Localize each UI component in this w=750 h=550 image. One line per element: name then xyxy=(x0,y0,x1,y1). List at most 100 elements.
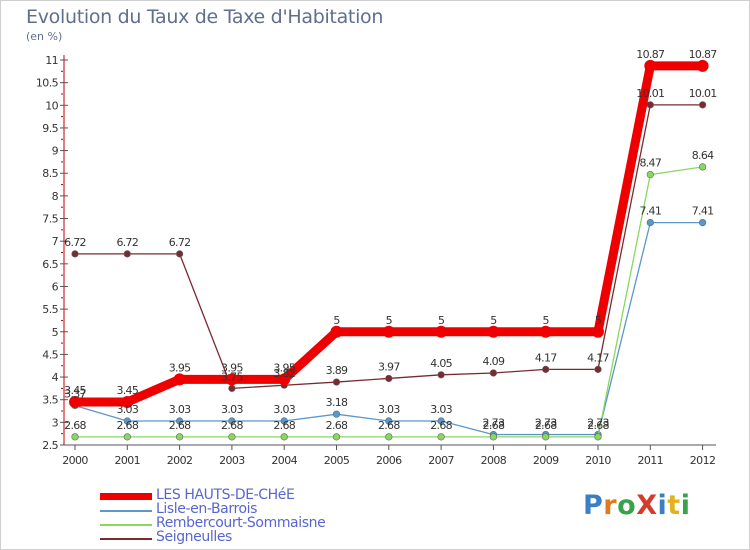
y-tick-label: 2.5 xyxy=(42,439,58,452)
data-point-les-hauts-de-chee xyxy=(696,59,709,72)
data-label-lisle-en-barrois: 2.73 xyxy=(535,417,557,430)
x-tick-label: 2010 xyxy=(585,454,611,467)
data-point-rembercourt-sommaisne xyxy=(646,170,654,179)
data-point-les-hauts-de-chee xyxy=(121,395,134,408)
y-tick-label: 3 xyxy=(52,416,59,429)
x-tick-label: 2011 xyxy=(637,454,663,467)
data-point-les-hauts-de-chee xyxy=(330,325,343,338)
x-tick-label: 2000 xyxy=(62,454,88,467)
logo-letter: X xyxy=(636,490,658,521)
y-tick-label: 8.5 xyxy=(42,167,58,180)
logo-letter: r xyxy=(603,490,618,521)
legend-label-les-hauts-de-chee: LES HAUTS-DE-CHéE xyxy=(156,487,295,503)
y-tick-label: 7.5 xyxy=(42,213,58,226)
data-label-lisle-en-barrois: 2.73 xyxy=(587,417,609,430)
proxiti-logo: ProXiti xyxy=(583,490,690,521)
data-label-rembercourt-sommaisne: 2.68 xyxy=(535,419,557,432)
data-label-lisle-en-barrois: 3.03 xyxy=(378,403,400,416)
data-point-lisle-en-barrois xyxy=(646,219,654,227)
data-point-lisle-en-barrois xyxy=(123,417,131,425)
data-point-les-hauts-de-chee xyxy=(487,325,500,338)
data-label-les-hauts-de-chee: 5 xyxy=(490,314,497,327)
data-label-les-hauts-de-chee: 5 xyxy=(438,314,445,327)
y-tick-label: 8 xyxy=(52,190,59,203)
x-tick-label: 2004 xyxy=(271,454,297,467)
y-tick-label: 10.5 xyxy=(36,77,59,90)
data-point-rembercourt-sommaisne xyxy=(489,433,498,441)
data-label-lisle-en-barrois: 2.73 xyxy=(483,417,505,430)
data-point-les-hauts-de-chee xyxy=(225,373,238,386)
y-tick-label: 6 xyxy=(52,280,59,293)
data-point-les-hauts-de-chee xyxy=(173,373,186,386)
data-label-rembercourt-sommaisne: 2.68 xyxy=(587,419,609,432)
data-label-rembercourt-sommaisne: 8.47 xyxy=(639,157,661,170)
data-point-rembercourt-sommaisne xyxy=(280,433,288,441)
chart-axes: 2.5 3 3.5 4 4.5 5 5.5 6 6.5 7 7.5 8 8.5 9 9.5 10 10.5 11 2… xyxy=(36,54,716,467)
legend-label-lisle-en-barrois: Lisle-en-Barrois xyxy=(156,501,258,517)
x-tick-label: 2001 xyxy=(114,454,140,467)
logo-letter: i xyxy=(657,490,668,521)
logo-letter: i xyxy=(680,490,691,521)
chart-data-labels: 3.45 3.45 3.95 3.95 3.95 5 5 5 5 5 5 10.87 10.87 3.37… xyxy=(64,48,718,432)
data-label-seigneulles: 3.97 xyxy=(378,360,400,373)
y-tick-label: 6.5 xyxy=(42,258,58,271)
y-tick-label: 7 xyxy=(52,235,59,248)
data-label-rembercourt-sommaisne: 8.64 xyxy=(692,149,714,162)
legend-swatch-seigneulles xyxy=(100,538,152,540)
chart-title: Evolution du Taux de Taxe d'Habitation xyxy=(26,6,384,28)
data-point-seigneulles xyxy=(437,371,445,379)
data-label-seigneulles: 4.09 xyxy=(483,355,505,368)
data-point-lisle-en-barrois xyxy=(698,219,707,227)
data-label-seigneulles: 6.72 xyxy=(169,236,191,249)
data-label-seigneulles: 3.89 xyxy=(326,364,348,377)
data-label-lisle-en-barrois: 3.03 xyxy=(430,403,452,416)
data-point-seigneulles xyxy=(176,250,184,258)
x-tick-label: 2002 xyxy=(167,454,193,467)
data-point-rembercourt-sommaisne xyxy=(594,433,602,441)
data-point-rembercourt-sommaisne xyxy=(228,433,236,441)
data-point-les-hauts-de-chee xyxy=(382,325,395,338)
data-point-seigneulles xyxy=(228,384,236,392)
data-label-les-hauts-de-chee: 3.95 xyxy=(273,361,295,374)
data-point-rembercourt-sommaisne xyxy=(332,433,341,441)
legend-swatch-les-hauts-de-chee xyxy=(100,493,152,500)
data-label-les-hauts-de-chee: 5 xyxy=(333,314,340,327)
data-point-rembercourt-sommaisne xyxy=(437,433,445,441)
data-point-rembercourt-sommaisne xyxy=(385,433,393,441)
logo-letter: o xyxy=(617,490,637,521)
data-point-lisle-en-barrois xyxy=(332,410,341,418)
data-label-les-hauts-de-chee: 5 xyxy=(386,314,393,327)
data-label-seigneulles: 3.82 xyxy=(273,367,295,380)
data-label-lisle-en-barrois: 3.03 xyxy=(169,403,191,416)
data-label-lisle-en-barrois: 7.41 xyxy=(639,205,661,218)
data-point-les-hauts-de-chee xyxy=(644,59,657,72)
data-point-lisle-en-barrois xyxy=(385,417,393,425)
data-point-seigneulles xyxy=(646,101,654,109)
data-label-seigneulles: 4.17 xyxy=(587,351,609,364)
data-label-les-hauts-de-chee: 10.87 xyxy=(689,48,718,61)
legend-label-rembercourt-sommaisne: Rembercourt-Sommaisne xyxy=(156,515,326,531)
y-tick-label: 9 xyxy=(52,145,59,158)
y-tick-label: 5.5 xyxy=(42,303,58,316)
data-point-lisle-en-barrois xyxy=(280,417,288,425)
data-label-les-hauts-de-chee: 3.95 xyxy=(221,361,243,374)
data-point-rembercourt-sommaisne xyxy=(71,433,79,441)
data-label-rembercourt-sommaisne: 2.68 xyxy=(326,419,348,432)
data-label-rembercourt-sommaisne: 2.68 xyxy=(116,419,138,432)
data-point-les-hauts-de-chee xyxy=(435,325,448,338)
y-tick-label: 3.5 xyxy=(42,394,58,407)
data-label-les-hauts-de-chee: 5 xyxy=(595,314,602,327)
data-label-les-hauts-de-chee: 3.95 xyxy=(169,361,191,374)
data-label-seigneulles: 3.75 xyxy=(221,370,243,383)
data-label-rembercourt-sommaisne: 2.68 xyxy=(430,419,452,432)
x-tick-label: 2007 xyxy=(428,454,454,467)
logo-letter: P xyxy=(583,490,604,521)
data-point-lisle-en-barrois xyxy=(176,417,184,425)
data-point-rembercourt-sommaisne xyxy=(698,163,707,171)
data-point-seigneulles xyxy=(71,250,79,258)
data-label-rembercourt-sommaisne: 2.68 xyxy=(169,419,191,432)
data-label-lisle-en-barrois: 3.03 xyxy=(273,403,295,416)
data-label-lisle-en-barrois: 3.37 xyxy=(64,388,86,401)
data-point-seigneulles xyxy=(385,374,393,383)
